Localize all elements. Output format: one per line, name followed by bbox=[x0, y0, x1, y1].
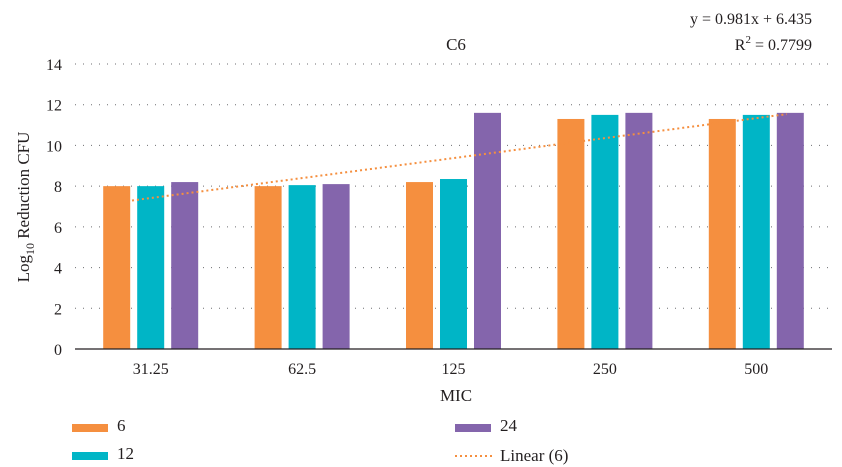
y-tick-label: 6 bbox=[54, 220, 62, 237]
y-tick-label: 10 bbox=[46, 138, 62, 155]
legend-label-24: 24 bbox=[500, 416, 518, 435]
bars bbox=[103, 112, 804, 350]
bar-series-24-250 bbox=[625, 112, 653, 349]
r-squared-superscript: 2 bbox=[745, 34, 751, 46]
bar-series-24-62.5 bbox=[322, 184, 350, 349]
bar-series-6-31.25 bbox=[103, 186, 131, 349]
x-tick-label: 500 bbox=[744, 361, 768, 378]
bar-series-6-125 bbox=[406, 182, 433, 349]
trendline-layer bbox=[131, 113, 788, 202]
y-tick-labels: 0 2 4 6 8 10 12 14 bbox=[46, 57, 62, 359]
trendline-equation: y = 0.981x + 6.435 bbox=[690, 11, 812, 28]
legend-swatch-12 bbox=[72, 452, 108, 460]
bar-series-6-500 bbox=[708, 118, 736, 349]
bar-series-24-500 bbox=[776, 112, 804, 349]
x-tick-label: 31.25 bbox=[133, 361, 169, 378]
y-tick-label: 4 bbox=[54, 261, 62, 278]
bar-series-12-62.5 bbox=[288, 185, 316, 349]
bar-series-6-250 bbox=[557, 118, 585, 349]
y-tick-label: 0 bbox=[54, 342, 62, 359]
r-squared-prefix: R bbox=[735, 37, 746, 54]
bar-series-12-250 bbox=[591, 114, 619, 350]
legend-label-6: 6 bbox=[117, 416, 126, 435]
x-tick-labels: 31.25 62.5 125 250 500 bbox=[133, 361, 769, 378]
y-axis-title-suffix: Reduction CFU bbox=[14, 132, 33, 243]
bar-series-12-125 bbox=[440, 179, 467, 349]
legend-label-linear-trend: Linear (6) bbox=[500, 446, 568, 465]
x-tick-label: 62.5 bbox=[288, 361, 316, 378]
r-squared-value: = 0.7799 bbox=[751, 37, 812, 54]
y-axis-title-prefix: Log bbox=[14, 255, 33, 283]
y-tick-label: 2 bbox=[54, 301, 62, 318]
bar-series-24-31.25 bbox=[171, 182, 199, 349]
legend-swatch-24 bbox=[455, 424, 491, 432]
chart-title: C6 bbox=[446, 35, 466, 54]
bar-series-6-62.5 bbox=[254, 186, 282, 349]
y-axis-title-subscript: 10 bbox=[23, 243, 37, 255]
trendline-linear-6 bbox=[131, 113, 788, 202]
x-tick-label: 250 bbox=[593, 361, 617, 378]
bar-series-12-500 bbox=[742, 114, 770, 350]
bar-series-12-31.25 bbox=[137, 186, 165, 349]
y-axis-title: Log10 Reduction CFU bbox=[14, 132, 37, 283]
y-tick-label: 14 bbox=[46, 57, 62, 74]
legend-swatch-6 bbox=[72, 424, 108, 432]
legend: 6 12 24 Linear (6) bbox=[72, 416, 568, 465]
y-tick-label: 8 bbox=[54, 179, 62, 196]
x-tick-label: 125 bbox=[442, 361, 466, 378]
bar-series-24-125 bbox=[474, 112, 501, 349]
y-tick-label: 12 bbox=[46, 98, 62, 115]
legend-label-12: 12 bbox=[117, 444, 134, 463]
trendline-r-squared: R2 = 0.7799 bbox=[735, 34, 812, 54]
x-axis-title: MIC bbox=[440, 386, 472, 405]
